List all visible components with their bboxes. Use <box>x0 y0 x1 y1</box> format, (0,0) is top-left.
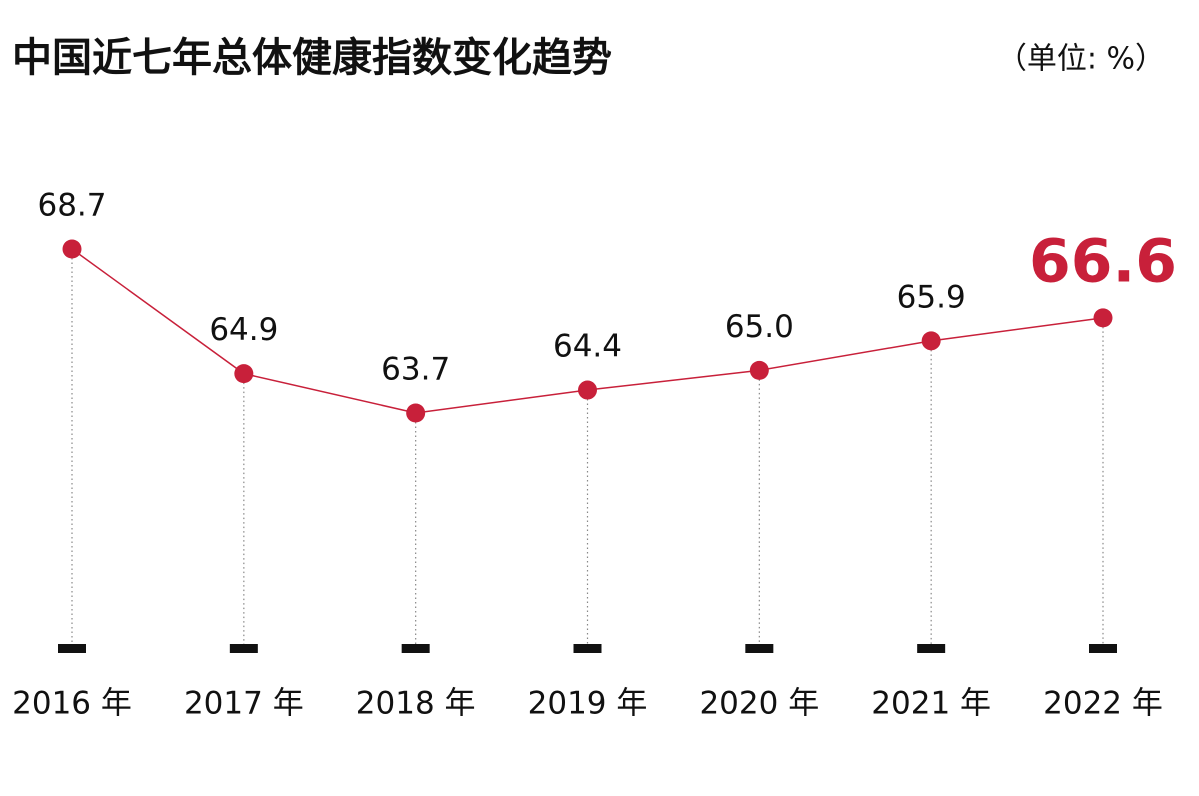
x-tick-label: 2021 年 <box>871 686 991 722</box>
x-tick-label: 2020 年 <box>699 686 819 722</box>
x-tick-label: 2018 年 <box>356 686 476 722</box>
x-tick <box>1089 644 1117 653</box>
data-point <box>406 403 426 423</box>
data-point <box>1093 308 1113 328</box>
x-tick <box>917 644 946 653</box>
value-label: 64.9 <box>209 312 278 348</box>
value-label: 63.7 <box>381 352 450 388</box>
chart-title: 中国近七年总体健康指数变化趋势 <box>12 35 612 81</box>
data-point <box>921 331 941 351</box>
x-tick <box>401 644 430 653</box>
x-tick-label: 2022 年 <box>1043 686 1163 722</box>
value-label: 66.6 <box>1029 226 1177 296</box>
value-label: 65.9 <box>897 279 966 315</box>
value-label: 68.7 <box>37 188 106 224</box>
x-tick <box>58 644 86 653</box>
data-point <box>62 239 82 259</box>
x-tick-label: 2016 年 <box>12 686 132 722</box>
x-tick-label: 2017 年 <box>184 686 304 722</box>
value-label: 65.0 <box>725 309 794 345</box>
x-tick <box>229 644 258 653</box>
data-point <box>749 360 769 380</box>
x-tick-label: 2019 年 <box>528 686 648 722</box>
x-tick <box>745 644 774 653</box>
x-tick <box>573 644 602 653</box>
value-label: 64.4 <box>553 329 622 365</box>
data-point <box>234 364 254 384</box>
unit-label: （单位: %） <box>997 42 1165 77</box>
data-point <box>578 380 597 400</box>
